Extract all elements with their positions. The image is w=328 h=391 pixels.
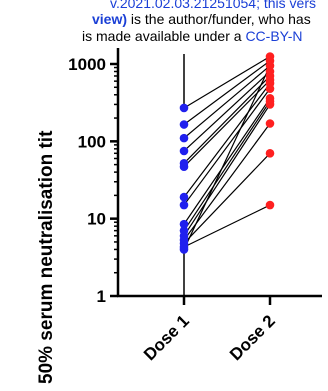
pair-line [183,88,271,206]
dose1-point [179,192,189,202]
banner-link-license[interactable]: CC-BY-N [245,28,302,44]
dose1-point [179,103,189,113]
pair-line [183,71,271,152]
dose1-point [179,146,189,156]
y-tick-label: 1 [97,287,106,306]
dose2-point [265,100,275,109]
y-axis-label: 50% serum neutralisation tit [36,130,57,384]
banner-line-2: is the author/funder, who has [127,11,311,27]
dose1-point [179,200,189,210]
pair-line [183,65,271,139]
dose1-point [179,219,189,229]
data-points [179,52,275,254]
pair-line [183,79,271,168]
banner-link-review[interactable]: view) [92,11,127,27]
svg-text:view) is the author/funder, wh: view) is the author/funder, who has [92,11,311,27]
pair-line [183,100,271,231]
dose1-point [179,120,189,129]
chart-axes: 1 10 100 1000 [68,48,322,306]
pair-line [183,83,271,198]
y-tick-label: 10 [87,210,106,229]
dose1-point [179,162,189,171]
pair-line [183,97,271,225]
dose2-point [265,84,275,93]
dose2-point [265,119,275,128]
svg-text:v.2021.02.03.21251054; this ve: v.2021.02.03.21251054; this vers [110,0,316,11]
y-tick-label: 100 [78,132,106,151]
pair-line [183,60,271,125]
pair-line [183,123,271,241]
x-tick-labels: Dose 1 Dose 2 [140,311,279,364]
pair-line [183,55,271,109]
pair-line [183,75,271,164]
pair-line [183,65,271,250]
pair-line [183,204,271,248]
pair-line [183,152,271,244]
dose2-point [265,200,275,210]
dose1-point [179,133,189,143]
banner-line-1: v.2021.02.03.21251054; this vers [110,0,316,11]
pair-line [183,104,271,237]
pair-lines [183,55,271,250]
x-tick-label: Dose 2 [226,311,279,364]
x-tick-label: Dose 1 [140,311,193,364]
y-tick-label: 1000 [68,55,106,74]
svg-text:is made available under a CC-B: is made available under a CC-BY-N [82,28,302,44]
dose2-point [265,149,275,158]
dose1-point [179,245,189,254]
banner-line-3: is made available under a [82,28,245,44]
